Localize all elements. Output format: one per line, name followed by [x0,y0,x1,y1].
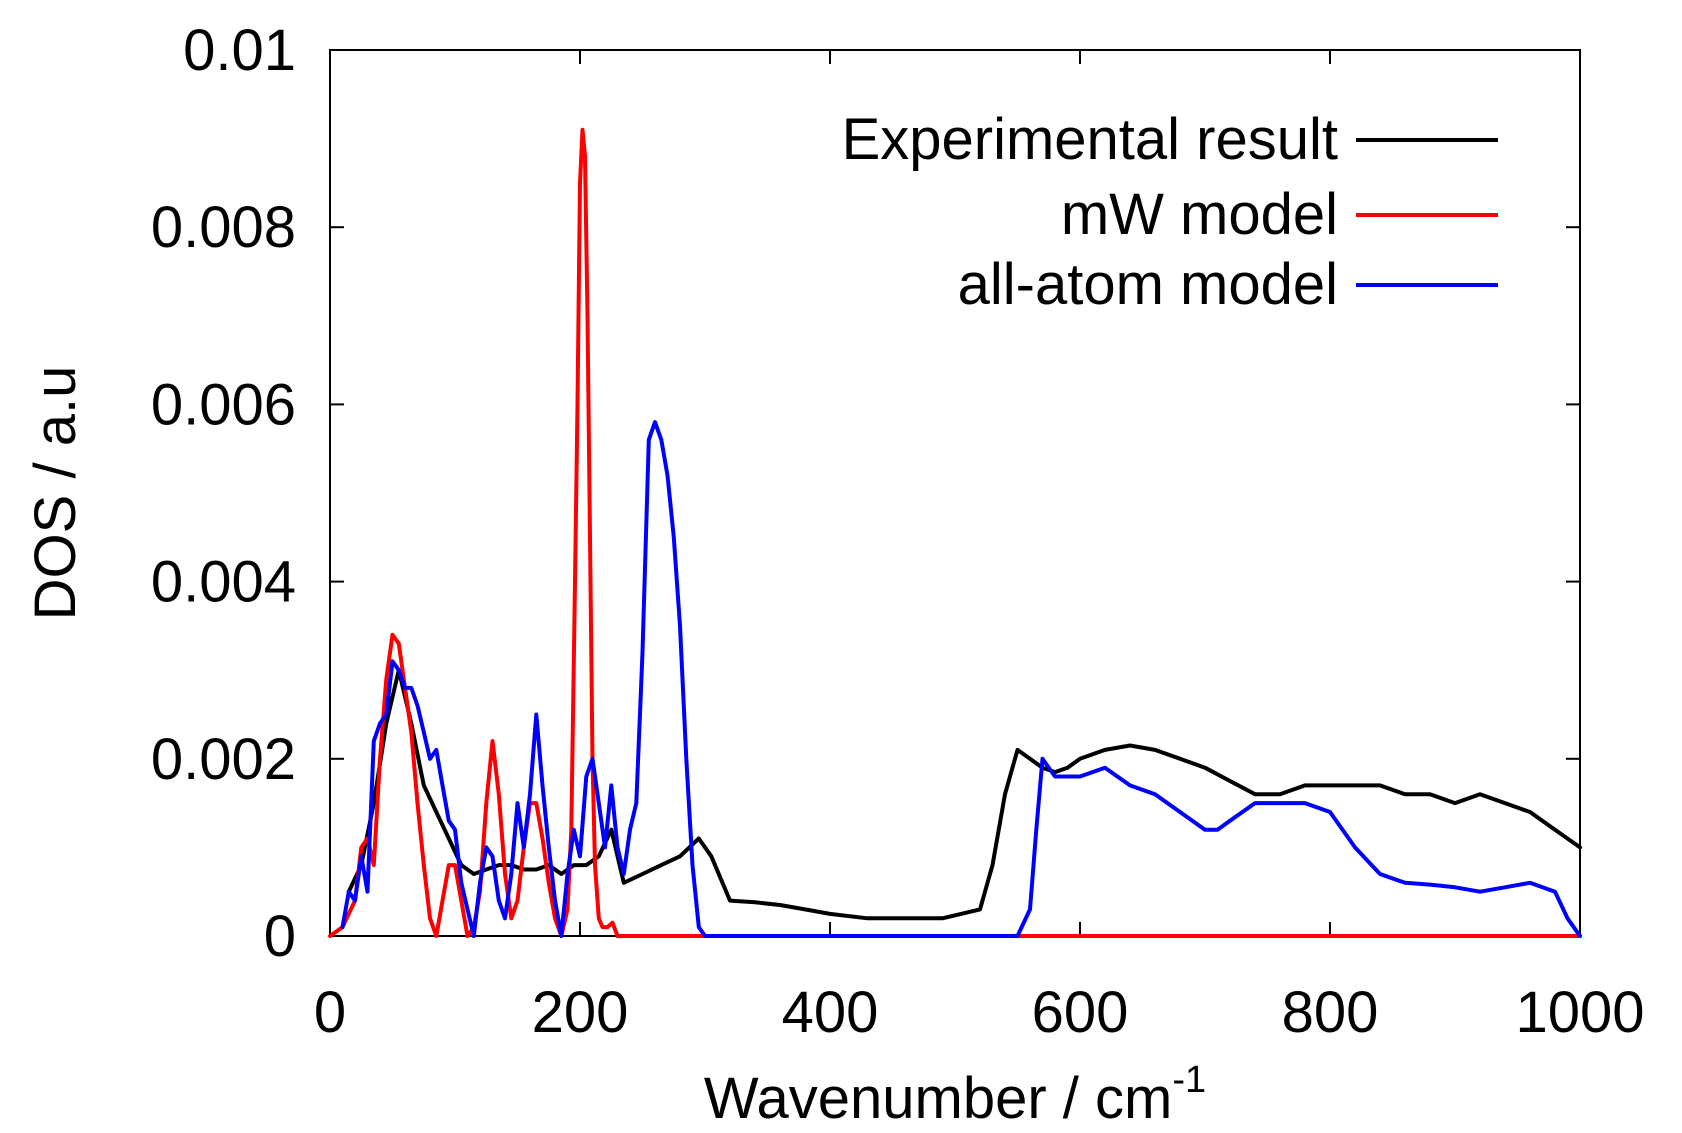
y-axis-title: DOS / a.u [23,366,88,621]
x-tick-label: 400 [782,980,879,1045]
legend-label-0: Experimental result [842,107,1338,172]
y-tick-label: 0.004 [151,550,296,615]
x-tick-label: 200 [532,980,629,1045]
legend-label-1: mW model [1061,182,1338,247]
legend-label-2: all-atom model [958,252,1338,317]
y-tick-label: 0.01 [183,18,296,83]
x-tick-label: 0 [314,980,346,1045]
series-line-1 [328,127,1582,938]
x-tick-label: 600 [1032,980,1129,1045]
x-axis-title-main: Wavenumber / cm [704,1066,1172,1131]
y-tick-label: 0 [264,904,296,969]
y-tick-label: 0.008 [151,195,296,260]
series-lines [328,127,1582,938]
axis-ticks: 0 200 400 600 800 1000 0 0.002 0.004 0.006 0.008 0.… [151,18,1645,1045]
x-tick-label: 800 [1282,980,1379,1045]
series-line-2 [340,420,1582,938]
x-tick-label: 1000 [1515,980,1644,1045]
y-tick-label: 0.006 [151,372,296,437]
y-tick-label: 0.002 [151,727,296,792]
x-axis-title: Wavenumber / cm-1 [704,1059,1206,1131]
x-axis-title-superscript: -1 [1172,1059,1206,1101]
